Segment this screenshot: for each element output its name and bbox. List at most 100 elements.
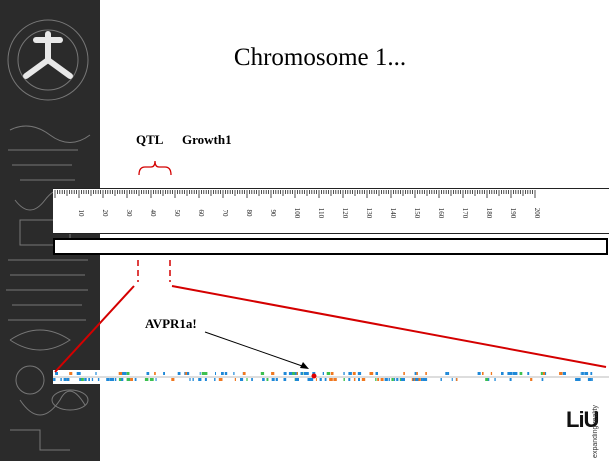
- gene-pointer-arrow: [204, 331, 306, 368]
- gene-feature: [396, 378, 399, 381]
- gene-feature: [326, 372, 331, 375]
- gene-feature: [63, 378, 67, 381]
- gene-feature: [456, 378, 458, 381]
- gene-feature: [440, 378, 442, 381]
- gene-feature: [544, 372, 547, 375]
- ruler-tick-label: 150: [413, 208, 421, 219]
- gene-feature: [214, 378, 216, 381]
- gene-feature: [343, 372, 345, 375]
- gene-feature: [380, 378, 384, 381]
- ruler-tick-label: 180: [485, 208, 493, 219]
- gene-feature: [391, 378, 394, 381]
- gene-feature: [527, 372, 530, 375]
- gene-feature: [300, 372, 303, 375]
- gene-feature: [343, 378, 345, 381]
- gene-feature: [289, 372, 291, 375]
- gene-feature: [361, 378, 366, 381]
- gene-feature: [421, 378, 423, 381]
- gene-feature: [295, 378, 299, 381]
- gene-feature: [329, 378, 333, 381]
- gene-feature: [134, 378, 137, 381]
- gene-feature: [283, 378, 287, 381]
- gene-feature: [118, 372, 123, 375]
- qtl-label: QTL: [136, 132, 164, 147]
- gene-feature: [507, 372, 510, 375]
- gene-feature: [260, 372, 265, 375]
- zoom-line-left: [54, 285, 135, 373]
- ruler-tick-label: 60: [197, 210, 205, 218]
- gene-feature: [425, 372, 427, 375]
- gene-feature: [189, 378, 191, 381]
- gene-feature: [348, 372, 352, 375]
- gene-feature: [118, 378, 122, 381]
- gene-feature: [192, 378, 194, 381]
- gene-feature: [53, 378, 56, 381]
- ruler-tick-label: 70: [221, 210, 229, 218]
- gene-feature: [312, 372, 316, 375]
- gene-feature: [515, 372, 518, 375]
- gene-feature: [399, 378, 402, 381]
- gene-feature: [109, 378, 114, 381]
- gene-track: [53, 370, 609, 384]
- gene-feature: [393, 378, 396, 381]
- gene-feature: [585, 372, 588, 375]
- gene-feature: [375, 378, 377, 381]
- ruler-tick-label: 50: [173, 210, 181, 218]
- gene-feature: [91, 378, 94, 381]
- gene-feature: [283, 372, 287, 375]
- gene-feature: [84, 378, 87, 381]
- gene-feature: [423, 378, 428, 381]
- gene-feature: [375, 372, 378, 375]
- gene-feature: [348, 378, 351, 381]
- gene-feature: [246, 378, 248, 381]
- gene-feature: [590, 372, 593, 375]
- gene-feature: [485, 378, 489, 381]
- gene-feature: [369, 372, 374, 375]
- gene-feature: [234, 378, 236, 381]
- gene-feature: [218, 378, 223, 381]
- gene-feature: [119, 378, 124, 381]
- ruler-tick-label: 40: [149, 210, 157, 218]
- gene-feature: [580, 372, 582, 375]
- gene-feature: [451, 378, 453, 381]
- gene-feature: [262, 378, 265, 381]
- gene-feature: [144, 378, 149, 381]
- slide-title: Chromosome 1...: [233, 44, 407, 71]
- gene-feature: [60, 378, 62, 381]
- gene-feature: [447, 372, 450, 375]
- gene-feature: [530, 378, 533, 381]
- gene-feature: [240, 378, 244, 381]
- gene-feature: [482, 372, 484, 375]
- gene-feature: [275, 378, 278, 381]
- gene-feature: [501, 372, 504, 375]
- gene-feature: [324, 378, 327, 381]
- gene-label: AVPR1a!: [145, 316, 197, 331]
- gene-track-graphic: [53, 372, 609, 381]
- gene-feature: [509, 378, 512, 381]
- gene-feature: [185, 372, 187, 375]
- gene-feature: [377, 378, 380, 381]
- liu-logo: LiU: [566, 407, 599, 432]
- gene-feature: [171, 378, 175, 381]
- gene-feature: [95, 372, 97, 375]
- ruler-tick-label: 110: [317, 208, 325, 219]
- gene-feature: [416, 372, 418, 375]
- qtl-bracket: [138, 160, 172, 176]
- ruler-tick-label: 80: [245, 210, 253, 218]
- gene-feature: [508, 372, 513, 375]
- gene-feature: [353, 378, 356, 381]
- gene-feature: [66, 378, 70, 381]
- gene-feature: [115, 378, 117, 381]
- gene-feature: [204, 378, 207, 381]
- gene-feature: [198, 378, 202, 381]
- gene-feature: [221, 372, 224, 375]
- gene-feature: [384, 378, 388, 381]
- gene-feature: [412, 378, 414, 381]
- gene-feature: [271, 372, 275, 375]
- gene-feature: [126, 372, 130, 375]
- gene-feature: [251, 378, 253, 381]
- gene-feature: [123, 372, 127, 375]
- gene-feature: [271, 378, 275, 381]
